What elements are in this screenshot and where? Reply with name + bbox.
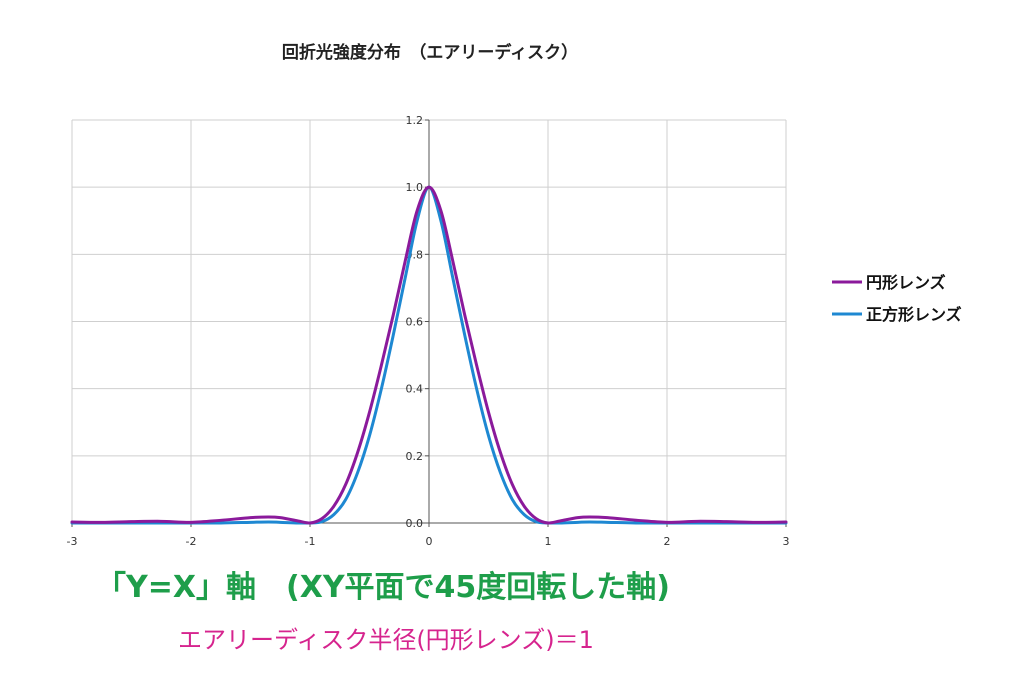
x-tick-label: -1 bbox=[305, 535, 316, 548]
axes bbox=[71, 119, 787, 527]
y-tick-label: 1.0 bbox=[406, 181, 424, 194]
x-tick-label: -3 bbox=[67, 535, 78, 548]
chart-title: 回折光強度分布 （エアリーディスク） bbox=[282, 42, 578, 63]
legend-label: 正方形レンズ bbox=[866, 305, 962, 324]
y-tick-label: 0.6 bbox=[406, 316, 424, 329]
caption-radius: エアリーディスク半径(円形レンズ)＝1 bbox=[178, 626, 594, 654]
x-tick-label: 1 bbox=[545, 535, 552, 548]
y-tick-label: 0.4 bbox=[406, 383, 424, 396]
x-tick-label: 0 bbox=[426, 535, 433, 548]
caption-axis: 「Y=X」軸 (XY平面で45度回転した軸) bbox=[96, 570, 671, 605]
x-tick-label: -2 bbox=[186, 535, 197, 548]
y-tick-label: 1.2 bbox=[406, 114, 424, 127]
series-line-circular-lens bbox=[70, 185, 788, 525]
series-lines bbox=[70, 185, 788, 525]
legend-label: 円形レンズ bbox=[866, 273, 946, 292]
y-tick-label: 0.2 bbox=[406, 450, 424, 463]
x-tick-label: 3 bbox=[783, 535, 790, 548]
tick-labels: 0.00.20.40.60.81.01.2-3 -2 -1 0 1 2 3 bbox=[67, 114, 790, 548]
x-tick-label: 2 bbox=[664, 535, 671, 548]
y-tick-label: 0.0 bbox=[406, 517, 424, 530]
